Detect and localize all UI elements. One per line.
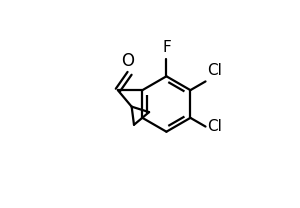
Text: Cl: Cl: [207, 119, 222, 134]
Text: Cl: Cl: [207, 63, 222, 78]
Text: O: O: [121, 52, 134, 70]
Text: F: F: [162, 40, 171, 55]
